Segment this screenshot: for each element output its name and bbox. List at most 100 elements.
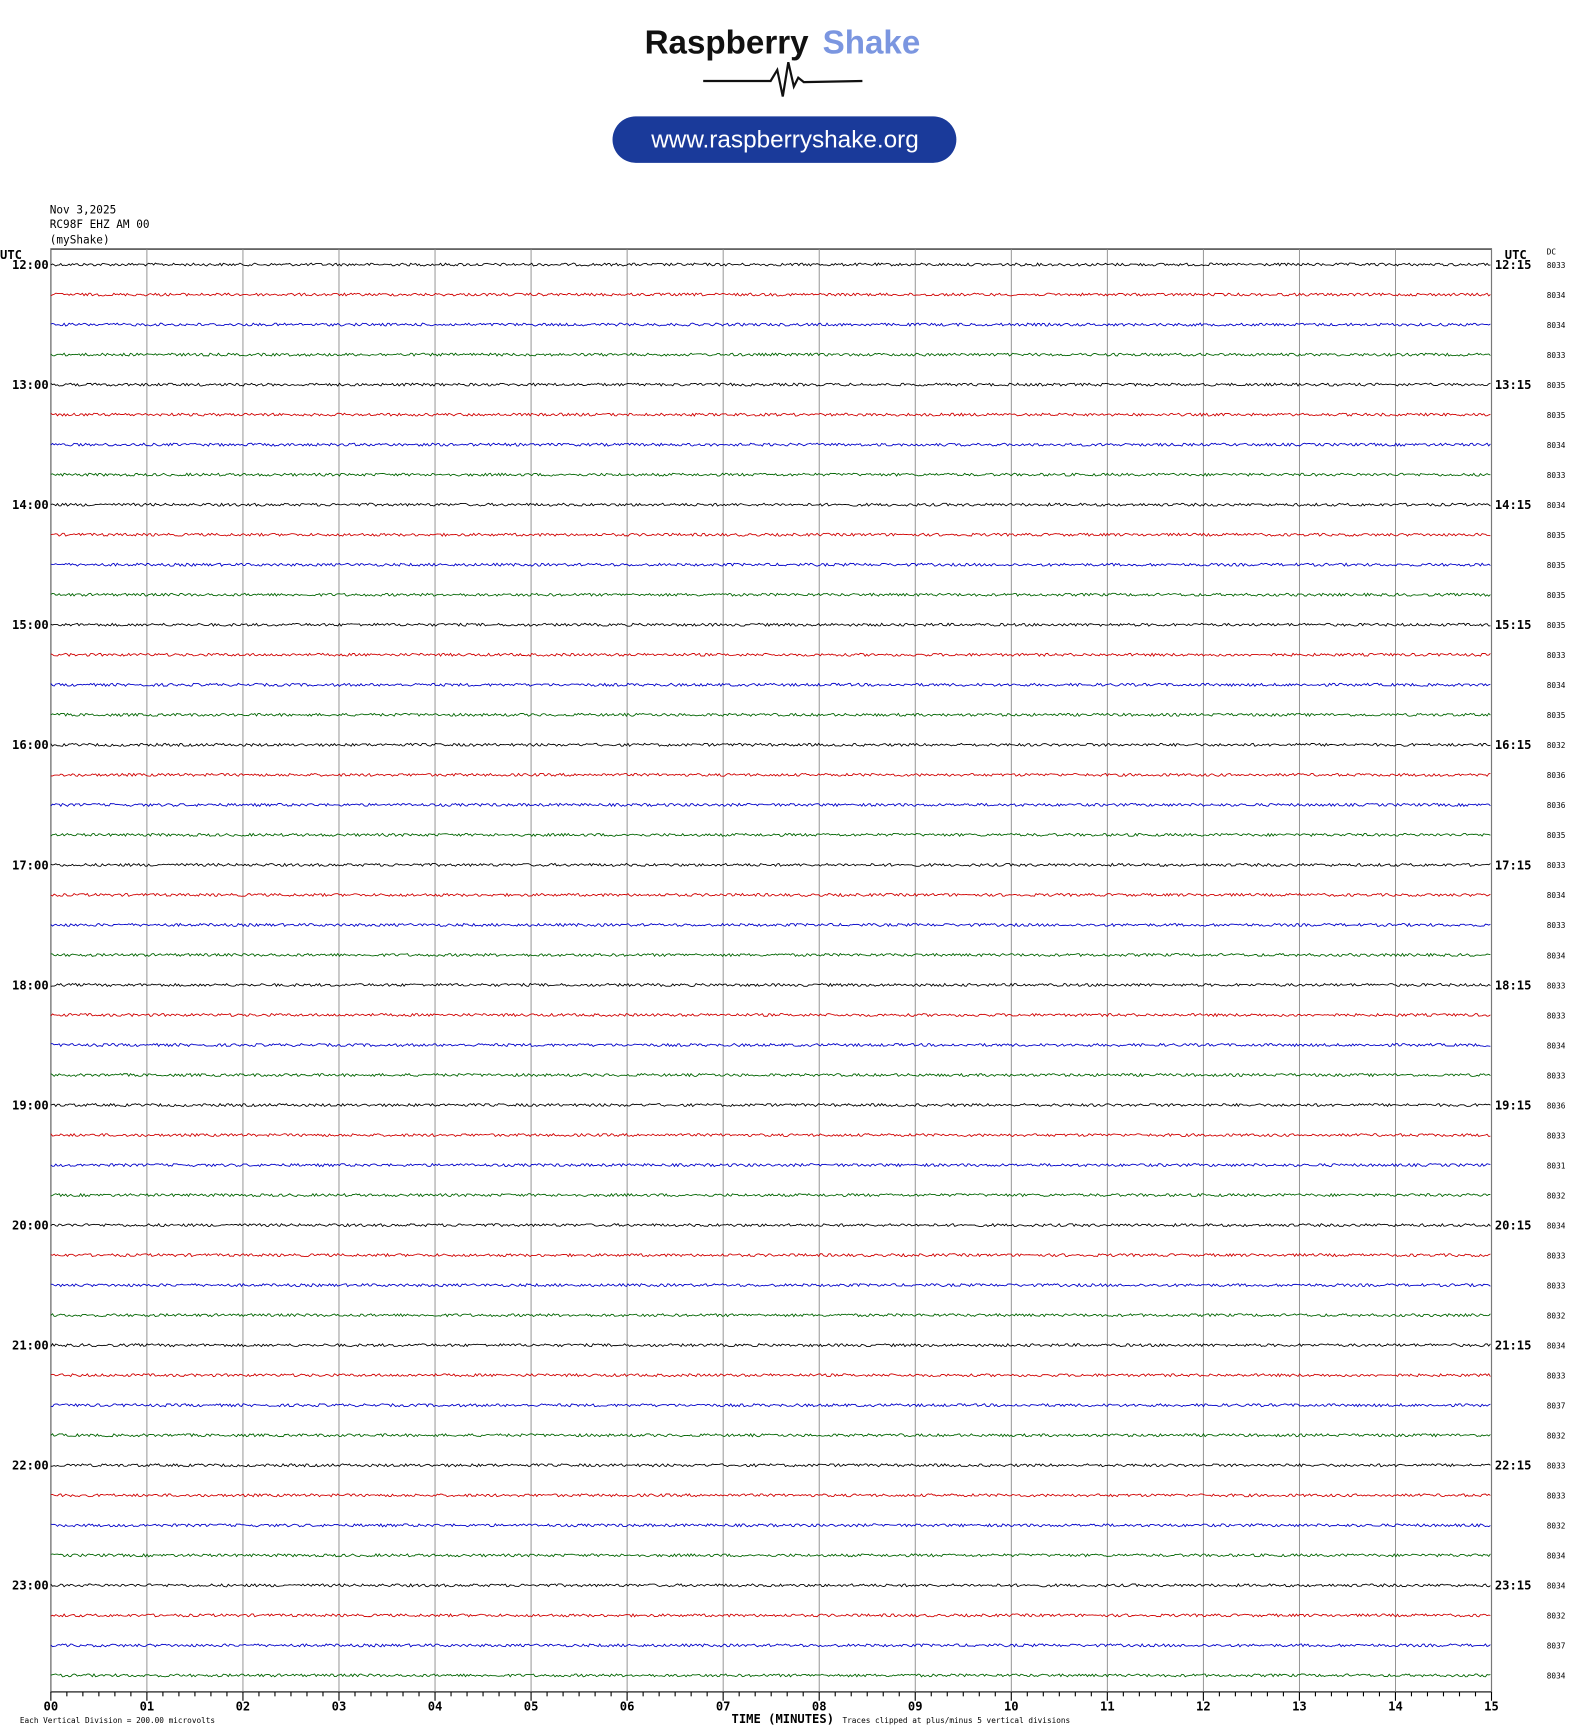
x-tick-label: 04 — [428, 1700, 443, 1714]
dc-label: DC — [1547, 248, 1557, 257]
dc-offset: 8035 — [1547, 381, 1566, 390]
dc-offset: 8033 — [1547, 1071, 1566, 1080]
utc-left: UTC — [0, 248, 22, 262]
x-tick-label: 07 — [716, 1700, 731, 1714]
station: RC98F EHZ AM 00 — [50, 218, 150, 231]
trace — [50, 622, 1491, 627]
hour-label-right: 20:15 — [1495, 1219, 1532, 1233]
network: (myShake) — [50, 234, 110, 247]
hour-label-right: 23:15 — [1495, 1579, 1532, 1593]
trace — [50, 322, 1491, 327]
dc-offset: 8033 — [1547, 471, 1566, 480]
hour-label-left: 23:00 — [12, 1579, 49, 1593]
trace — [50, 262, 1491, 267]
trace — [50, 1643, 1491, 1648]
trace — [50, 1523, 1491, 1528]
dc-offset: 8033 — [1547, 861, 1566, 870]
dc-offset: 8035 — [1547, 561, 1566, 570]
dc-offset: 8037 — [1547, 1402, 1566, 1411]
dc-offset: 8034 — [1547, 291, 1566, 300]
trace — [50, 352, 1491, 357]
trace — [50, 1553, 1491, 1558]
hour-label-left: 16:00 — [12, 738, 49, 752]
dc-offset: 8036 — [1547, 771, 1566, 780]
trace — [50, 1342, 1491, 1348]
dc-offset: 8033 — [1547, 1372, 1566, 1381]
dc-offset: 8032 — [1547, 741, 1566, 750]
trace — [50, 1192, 1491, 1198]
trace — [50, 1493, 1491, 1498]
scale-note: Each Vertical Division = 200.00 microvol… — [20, 1716, 215, 1725]
trace — [50, 1583, 1491, 1588]
trace — [50, 952, 1491, 958]
dc-offset: 8033 — [1547, 1492, 1566, 1501]
dc-offset: 8035 — [1547, 591, 1566, 600]
dc-offset: 8034 — [1547, 1552, 1566, 1561]
hour-label-right: 12:15 — [1495, 258, 1532, 272]
hour-label-left: 12:00 — [12, 258, 49, 272]
trace — [50, 1222, 1491, 1228]
dc-offset: 8034 — [1547, 1341, 1566, 1350]
dc-offset: 8034 — [1547, 951, 1566, 960]
trace — [50, 1282, 1491, 1288]
x-tick-label: 09 — [908, 1700, 923, 1714]
trace — [50, 1132, 1491, 1138]
x-tick-label: 10 — [1004, 1700, 1019, 1714]
dc-offset: 8031 — [1547, 1161, 1566, 1170]
hour-label-left: 14:00 — [12, 498, 49, 512]
hour-label-left: 22:00 — [12, 1459, 49, 1473]
dc-offset: 8034 — [1547, 321, 1566, 330]
x-tick-label: 11 — [1100, 1700, 1115, 1714]
trace — [50, 1613, 1491, 1618]
trace — [50, 1673, 1491, 1678]
trace — [50, 412, 1491, 417]
trace — [50, 772, 1491, 777]
trace — [50, 1102, 1491, 1108]
hour-label-right: 18:15 — [1495, 978, 1532, 992]
x-tick-label: 00 — [44, 1700, 59, 1714]
hour-label-left: 15:00 — [12, 618, 49, 632]
logo-wave — [703, 61, 863, 97]
x-label: TIME (MINUTES) — [732, 1712, 834, 1726]
dc-offset: 8032 — [1547, 1311, 1566, 1320]
hour-label-left: 20:00 — [12, 1219, 49, 1233]
trace — [50, 1433, 1491, 1438]
trace — [50, 712, 1491, 718]
url: www.raspberryshake.org — [650, 126, 919, 153]
dc-offset: 8033 — [1547, 1281, 1566, 1290]
x-tick-label: 15 — [1484, 1700, 1499, 1714]
trace — [50, 1403, 1491, 1408]
trace — [50, 982, 1491, 988]
hour-label-right: 22:15 — [1495, 1459, 1532, 1473]
trace — [50, 502, 1491, 507]
trace — [50, 922, 1491, 928]
dc-offset: 8033 — [1547, 981, 1566, 990]
trace — [50, 532, 1491, 537]
dc-offset: 8033 — [1547, 1251, 1566, 1260]
trace — [50, 1312, 1491, 1318]
dc-offset: 8034 — [1547, 501, 1566, 510]
hour-label-right: 15:15 — [1495, 618, 1532, 632]
dc-offset: 8032 — [1547, 1522, 1566, 1531]
trace — [50, 472, 1491, 477]
dc-offset: 8034 — [1547, 1672, 1566, 1681]
x-tick-label: 13 — [1292, 1700, 1307, 1714]
trace — [50, 382, 1491, 387]
hour-label-right: 19:15 — [1495, 1098, 1532, 1112]
dc-offset: 8034 — [1547, 1041, 1566, 1050]
hour-label-right: 17:15 — [1495, 858, 1532, 872]
dc-offset: 8034 — [1547, 891, 1566, 900]
hour-label-right: 13:15 — [1495, 378, 1532, 392]
dc-offset: 8033 — [1547, 1131, 1566, 1140]
url-pill — [612, 116, 957, 163]
hour-label-left: 21:00 — [12, 1339, 49, 1353]
utc-right: UTC — [1505, 248, 1527, 262]
x-tick-label: 06 — [620, 1700, 635, 1714]
x-tick-label: 05 — [524, 1700, 539, 1714]
trace — [50, 802, 1491, 808]
trace — [50, 1012, 1491, 1018]
x-tick-label: 03 — [332, 1700, 347, 1714]
x-tick-label: 02 — [236, 1700, 251, 1714]
dc-offset: 8033 — [1547, 261, 1566, 270]
hour-label-right: 14:15 — [1495, 498, 1532, 512]
